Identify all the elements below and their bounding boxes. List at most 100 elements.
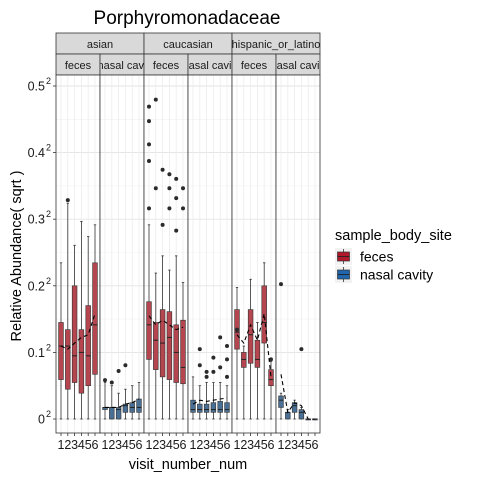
site-strip-label: nasal cavi [98,60,147,72]
outlier-point [198,363,202,367]
panel-caucasian-nasal-cavity: asal cavi [188,54,232,433]
outlier-point [225,357,229,361]
box-iqr [147,302,152,360]
panel-asian-nasal-cavity: nasal cavi [98,54,147,433]
strip-hispanic_or_latino: hispanic_or_latino [232,33,321,54]
box-iqr [285,412,290,419]
y-tick-exponent: 2 [46,209,51,219]
box-iqr [292,403,297,413]
site-strip-label: feces [153,60,180,72]
outlier-point [147,206,151,210]
site-strip-label: asal cavi [277,60,320,72]
panel-hispanic_or_latino-feces: feces [232,54,276,433]
x-tick-label: 6 [268,438,275,452]
outlier-point [66,198,70,202]
y-tick-label: 0.2 [28,279,45,293]
outlier-point [154,98,158,102]
site-strip-label: feces [65,60,92,72]
box-iqr [181,320,186,384]
legend-key-nasal-cavity: nasal cavity [335,266,433,283]
y-tick-exponent: 2 [46,143,51,153]
outlier-point [225,375,229,379]
x-tick-label: 6 [224,438,231,452]
strip-label: hispanic_or_latino [232,39,321,51]
box-iqr [167,312,172,380]
strip-label: caucasian [163,39,213,51]
x-axis-title: visit_number_num [129,457,247,473]
box-iqr [86,306,91,386]
y-tick-base: 0.3 [28,213,45,227]
outlier-point [154,186,158,190]
outlier-point [211,356,215,360]
chart-title: Porphyromonadaceae [94,8,281,29]
legend-label: nasal cavity [360,267,433,283]
outlier-point [167,186,171,190]
box-iqr [279,396,284,408]
outlier-point [167,206,171,210]
box-iqr [211,403,216,413]
box-iqr [255,340,260,367]
outlier-point [147,119,151,123]
outlier-point [205,370,209,374]
outlier-point [110,381,114,385]
box-iqr [65,330,70,390]
outlier-point [211,370,215,374]
strip-label: asian [87,39,113,51]
y-tick-exponent: 2 [46,409,51,419]
site-strip-label: asal cavi [189,60,232,72]
outlier-point [198,347,202,351]
box-iqr [137,399,142,412]
outlier-point [218,365,222,369]
outlier-point [147,105,151,109]
y-tick-base: 0.4 [28,146,45,160]
box-iqr [153,322,158,369]
outlier-point [117,369,121,373]
outlier-point [181,186,185,190]
outlier-point [174,229,178,233]
outlier-point [299,347,303,351]
outlier-point [103,378,107,382]
legend: sample_body_site fecesnasal cavity [335,228,452,283]
legend-keys: fecesnasal cavity [335,248,433,283]
x-tick-label: 6 [312,438,319,452]
outlier-point [123,363,127,367]
outlier-point [205,375,209,379]
y-tick-label: 0 [38,413,45,427]
y-tick-exponent: 2 [46,76,51,86]
y-tick-exponent: 2 [46,342,51,352]
site-strip-label: feces [241,60,268,72]
box-iqr [218,401,223,412]
x-tick-label: 6 [136,438,143,452]
panel-bg [276,75,320,433]
panel-bg [188,75,232,433]
box-iqr [191,400,196,412]
legend-title: sample_body_site [335,228,452,244]
panel-asian-feces: feces [56,54,100,433]
y-axis-title: Relative Abundance( sqrt ) [9,171,25,342]
y-tick-label: 0.1 [28,346,45,360]
box-iqr [197,404,202,412]
outlier-point [147,142,151,146]
y-tick-exponent: 2 [46,276,51,286]
y-tick-label: 0.4 [28,146,45,160]
y-tick-label: 0.3 [28,213,45,227]
box-iqr [248,310,253,364]
box-iqr [225,403,230,413]
outlier-point [167,172,171,176]
panel-hispanic_or_latino-nasal-cavity: asal cavi [276,54,320,433]
outlier-point [181,206,185,210]
y-tick-label: 0.5 [28,80,45,94]
outlier-point [218,335,222,339]
x-tick-label: 6 [180,438,187,452]
strip-caucasian: caucasian [144,33,232,54]
outlier-point [161,223,165,227]
box-iqr [299,410,304,419]
box-iqr [174,325,179,383]
x-tick-label: 6 [92,438,99,452]
outlier-point [174,177,178,181]
box-iqr [109,407,114,419]
outlier-point [161,168,165,172]
outlier-point [279,282,283,286]
